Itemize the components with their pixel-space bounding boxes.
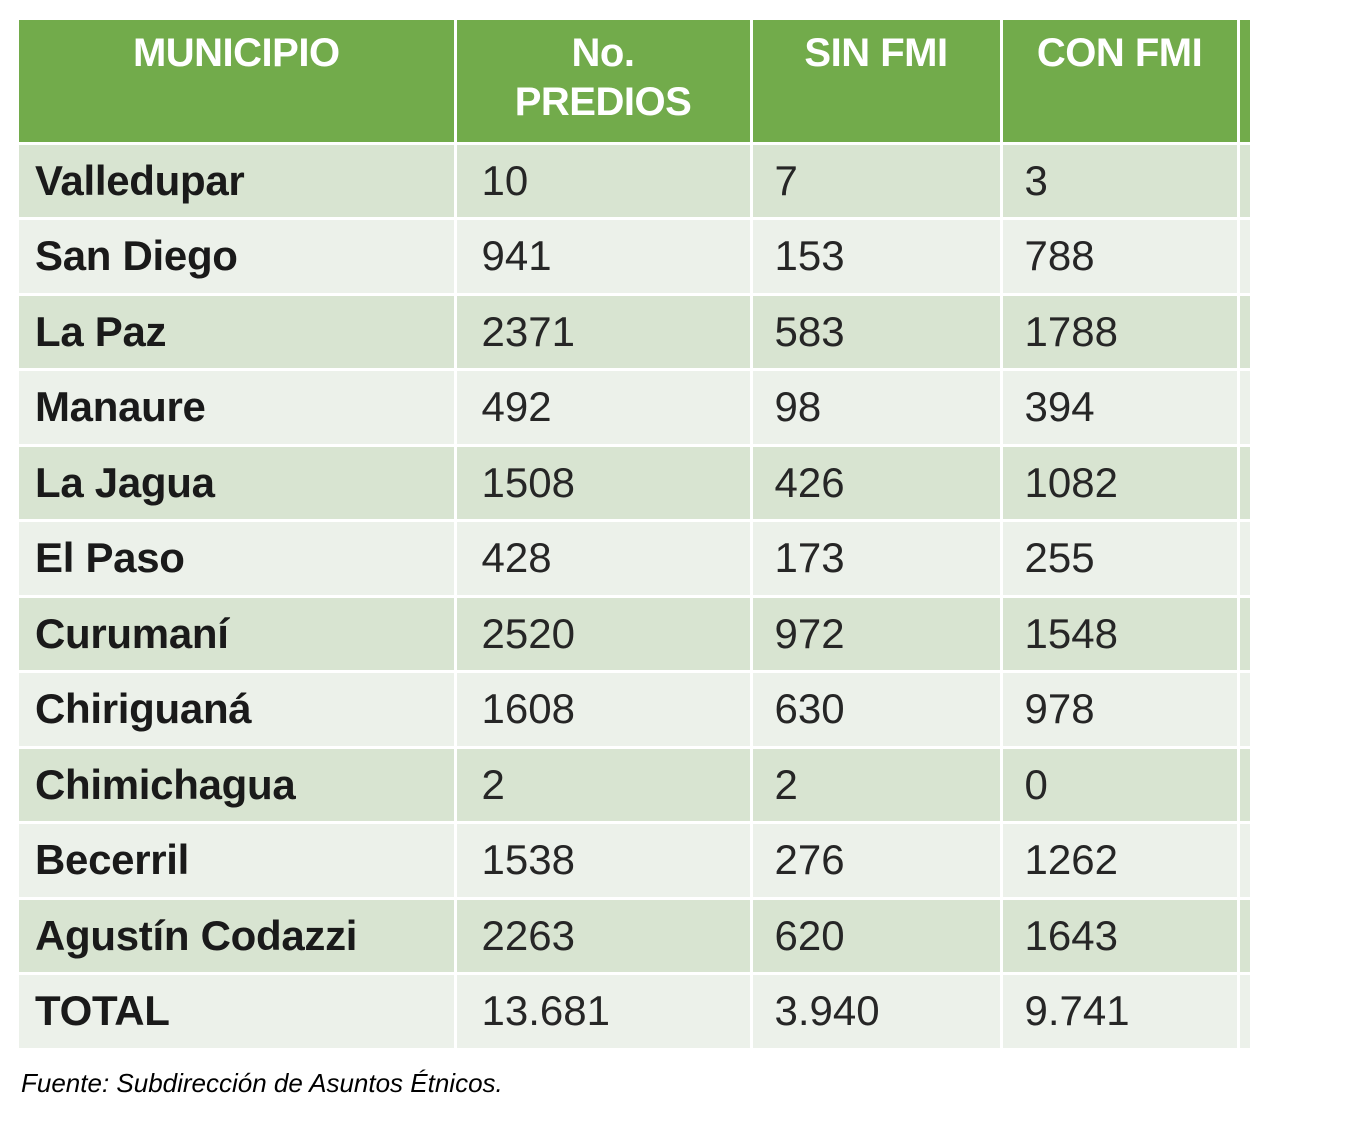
cell-predios: 941 xyxy=(455,218,753,296)
cell-municipio: Chiriguaná xyxy=(19,671,457,749)
table-row: La Paz 2371 583 1788 xyxy=(19,294,1250,371)
table-row: Chiriguaná 1608 630 978 xyxy=(19,671,1250,749)
cell-predios: 2371 xyxy=(455,294,753,371)
predios-table: MUNICIPIO No. PREDIOS SIN FMI CON FMI Va… xyxy=(19,20,1250,1051)
cell-edge xyxy=(1238,369,1250,447)
predios-table-container: MUNICIPIO No. PREDIOS SIN FMI CON FMI Va… xyxy=(19,20,1250,1051)
header-no-predios: No. PREDIOS xyxy=(455,20,753,145)
cell-predios: 428 xyxy=(455,520,753,598)
cell-predios: 1508 xyxy=(455,445,753,522)
cell-total-predios: 13.681 xyxy=(455,973,753,1051)
cell-predios: 1608 xyxy=(455,671,753,749)
header-sin-fmi: SIN FMI xyxy=(751,20,1003,145)
table-row: La Jagua 1508 426 1082 xyxy=(19,445,1250,522)
cell-con-fmi: 1788 xyxy=(1001,294,1240,371)
cell-con-fmi: 1082 xyxy=(1001,445,1240,522)
cell-edge xyxy=(1238,596,1250,673)
cell-municipio: Valledupar xyxy=(19,143,457,220)
table-row: El Paso 428 173 255 xyxy=(19,520,1250,598)
cell-municipio: Agustín Codazzi xyxy=(19,898,457,975)
cell-edge xyxy=(1238,747,1250,824)
cell-sin-fmi: 630 xyxy=(751,671,1003,749)
total-row: TOTAL 13.681 3.940 9.741 xyxy=(19,973,1250,1051)
cell-total-sin-fmi: 3.940 xyxy=(751,973,1003,1051)
cell-predios: 2263 xyxy=(455,898,753,975)
table-row: Manaure 492 98 394 xyxy=(19,369,1250,447)
header-no-predios-line1: No. xyxy=(571,31,635,75)
table-row: Becerril 1538 276 1262 xyxy=(19,822,1250,900)
cell-sin-fmi: 173 xyxy=(751,520,1003,598)
table-row: Chimichagua 2 2 0 xyxy=(19,747,1250,824)
cell-edge xyxy=(1238,143,1250,220)
table-row: Agustín Codazzi 2263 620 1643 xyxy=(19,898,1250,975)
cell-edge xyxy=(1238,822,1250,900)
cell-municipio: Becerril xyxy=(19,822,457,900)
cell-predios: 2520 xyxy=(455,596,753,673)
table-row: Curumaní 2520 972 1548 xyxy=(19,596,1250,673)
cell-con-fmi: 394 xyxy=(1001,369,1240,447)
cell-con-fmi: 1262 xyxy=(1001,822,1240,900)
cell-municipio: La Paz xyxy=(19,294,457,371)
cell-predios: 10 xyxy=(455,143,753,220)
cell-predios: 1538 xyxy=(455,822,753,900)
cell-edge xyxy=(1238,294,1250,371)
cell-municipio: Curumaní xyxy=(19,596,457,673)
cell-sin-fmi: 620 xyxy=(751,898,1003,975)
cell-predios: 2 xyxy=(455,747,753,824)
cell-con-fmi: 978 xyxy=(1001,671,1240,749)
cell-municipio: Chimichagua xyxy=(19,747,457,824)
cell-municipio: La Jagua xyxy=(19,445,457,522)
cell-edge xyxy=(1238,671,1250,749)
cell-con-fmi: 3 xyxy=(1001,143,1240,220)
source-note: Fuente: Subdirección de Asuntos Étnicos. xyxy=(21,1068,503,1098)
cell-municipio: Manaure xyxy=(19,369,457,447)
cell-edge xyxy=(1238,445,1250,522)
table-row: Valledupar 10 7 3 xyxy=(19,143,1250,220)
cell-sin-fmi: 7 xyxy=(751,143,1003,220)
cell-con-fmi: 1643 xyxy=(1001,898,1240,975)
cell-sin-fmi: 426 xyxy=(751,445,1003,522)
cell-edge xyxy=(1238,973,1250,1051)
cell-edge xyxy=(1238,898,1250,975)
header-con-fmi: CON FMI xyxy=(1001,20,1240,145)
cell-con-fmi: 255 xyxy=(1001,520,1240,598)
header-no-predios-line2: PREDIOS xyxy=(514,80,692,124)
cell-municipio: San Diego xyxy=(19,218,457,296)
header-edge-cell xyxy=(1238,20,1250,145)
cell-sin-fmi: 153 xyxy=(751,218,1003,296)
cell-sin-fmi: 972 xyxy=(751,596,1003,673)
cell-edge xyxy=(1238,218,1250,296)
table-row: San Diego 941 153 788 xyxy=(19,218,1250,296)
cell-sin-fmi: 276 xyxy=(751,822,1003,900)
cell-municipio: El Paso xyxy=(19,520,457,598)
cell-edge xyxy=(1238,520,1250,598)
header-row: MUNICIPIO No. PREDIOS SIN FMI CON FMI xyxy=(19,20,1250,145)
cell-total-con-fmi: 9.741 xyxy=(1001,973,1240,1051)
cell-con-fmi: 1548 xyxy=(1001,596,1240,673)
cell-predios: 492 xyxy=(455,369,753,447)
table-body: Valledupar 10 7 3 San Diego 941 153 788 … xyxy=(19,143,1250,1051)
cell-total-label: TOTAL xyxy=(19,973,457,1051)
cell-sin-fmi: 583 xyxy=(751,294,1003,371)
table-header: MUNICIPIO No. PREDIOS SIN FMI CON FMI xyxy=(19,20,1250,145)
cell-sin-fmi: 98 xyxy=(751,369,1003,447)
cell-con-fmi: 0 xyxy=(1001,747,1240,824)
cell-sin-fmi: 2 xyxy=(751,747,1003,824)
cell-con-fmi: 788 xyxy=(1001,218,1240,296)
header-municipio: MUNICIPIO xyxy=(19,20,457,145)
